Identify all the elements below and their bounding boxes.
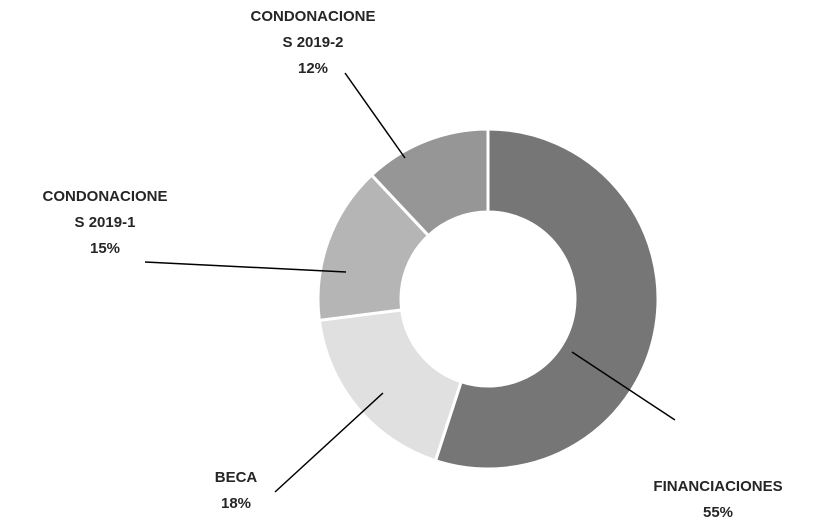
category-label: CONDONACIONES 2019-2 bbox=[250, 8, 376, 51]
leader-line bbox=[274, 392, 384, 493]
value-label: 18% bbox=[220, 495, 252, 512]
donut-slice bbox=[433, 127, 660, 471]
donut-slice bbox=[317, 308, 464, 463]
category-label: CONDONACIONES 2019-1 bbox=[42, 188, 168, 231]
leader-line bbox=[344, 72, 406, 159]
leader-line bbox=[144, 261, 347, 273]
value-label: 15% bbox=[89, 240, 121, 257]
slice-label: CONDONACIONES 2019-2 12% bbox=[247, 4, 379, 82]
category-label: BECA bbox=[214, 469, 258, 486]
value-label: 55% bbox=[702, 504, 734, 521]
slice-label: CONDONACIONES 2019-1 15% bbox=[39, 184, 171, 262]
value-label: 12% bbox=[297, 60, 329, 77]
slice-label: FINANCIACIONES 55% bbox=[618, 474, 815, 526]
leader-line bbox=[571, 351, 676, 421]
slice-label: BECA 18% bbox=[136, 465, 336, 517]
category-label: FINANCIACIONES bbox=[653, 478, 783, 495]
